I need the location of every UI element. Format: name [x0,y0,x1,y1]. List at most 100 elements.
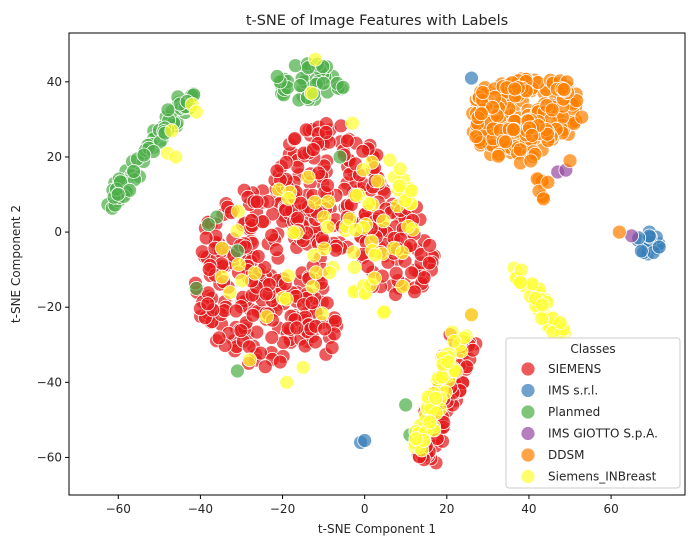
legend-item: SIEMENS [520,361,601,377]
data-point [355,143,371,159]
data-point [317,321,333,337]
data-point [346,259,362,275]
legend-marker [520,469,536,484]
data-point [361,196,377,211]
chart-title: t-SNE of Image Features with Labels [246,13,508,29]
x-axis-ticks: −60 −40 −20 0 20 40 60 [106,495,619,516]
data-point [160,102,176,118]
data-point [332,149,348,165]
data-point [258,286,274,302]
x-tick-label: −40 [188,502,213,516]
y-tick-label: −60 [37,450,62,464]
data-point [376,304,392,320]
data-point [523,153,539,169]
data-point [229,223,245,239]
data-point [513,262,529,278]
data-point [348,188,364,203]
data-point [422,237,438,253]
data-point [315,75,331,91]
y-axis-ticks: −60 −40 −20 0 20 40 [37,75,69,464]
data-point [391,178,407,194]
data-point [214,269,230,285]
series-5 [160,51,573,458]
data-point [253,345,269,361]
y-tick-label: −20 [37,300,62,314]
data-point [404,265,420,281]
data-point [345,245,361,260]
data-point [651,239,667,255]
x-axis-label: t-SNE Component 1 [318,522,436,536]
data-point [201,217,217,233]
data-point [344,115,360,131]
data-points [100,51,667,471]
data-point [242,352,258,368]
data-point [295,359,311,375]
legend-marker [520,404,536,420]
data-point [534,311,550,327]
data-point [382,152,398,168]
data-point [376,213,392,229]
data-point [464,70,479,86]
data-point [416,270,432,286]
legend-label: SIEMENS [548,362,601,376]
data-point [498,134,514,150]
data-point [259,309,275,325]
legend-box [505,337,681,489]
data-point [348,222,364,238]
plot-frame [68,32,686,496]
data-point [229,363,245,379]
legend-label: Siemens_INBreast [548,470,657,484]
data-point [228,303,244,319]
data-point [335,79,351,95]
data-point [201,261,217,277]
y-tick-label: 0 [54,225,62,239]
data-point [234,273,250,289]
data-point [308,334,323,350]
data-point [300,169,316,185]
data-point [126,163,142,179]
data-point [490,148,506,164]
legend-items: SIEMENS IMS s.r.l. Planmed IMS GIOTTO S.p.A… [520,361,658,484]
data-point [307,51,323,67]
data-point [611,224,627,240]
data-point [231,257,247,272]
legend-item: Planmed [520,404,600,420]
data-point [314,306,330,322]
legend-label: IMS GIOTTO S.p.A. [548,427,658,441]
series-2 [100,56,418,443]
data-point [272,354,288,370]
series-3 [550,162,639,244]
data-point [278,291,294,307]
data-point [168,149,184,165]
data-point [475,85,491,100]
data-point [552,315,568,331]
plot-area [68,32,686,496]
data-point [281,190,296,206]
legend-item: DDSM [520,447,584,463]
data-point [194,244,210,260]
data-point [464,307,479,323]
data-point [211,330,227,346]
data-point [214,240,230,256]
legend-marker [520,447,536,463]
legend-label: Planmed [548,405,600,419]
data-point [634,243,649,259]
data-point [513,274,528,290]
data-point [316,241,332,257]
data-point [395,278,411,294]
data-point [428,390,444,406]
data-point [269,69,285,84]
data-point [408,431,424,447]
x-tick-label: 40 [521,502,536,516]
data-point [200,296,216,312]
x-tick-label: 60 [603,502,618,516]
data-point [507,81,523,97]
data-point [110,186,126,202]
legend-item: IMS GIOTTO S.p.A. [520,426,658,441]
legend-marker [520,426,536,441]
data-point [574,109,590,125]
data-point [287,58,303,73]
data-point [320,194,336,210]
data-point [289,320,305,336]
x-tick-label: −20 [270,502,295,516]
